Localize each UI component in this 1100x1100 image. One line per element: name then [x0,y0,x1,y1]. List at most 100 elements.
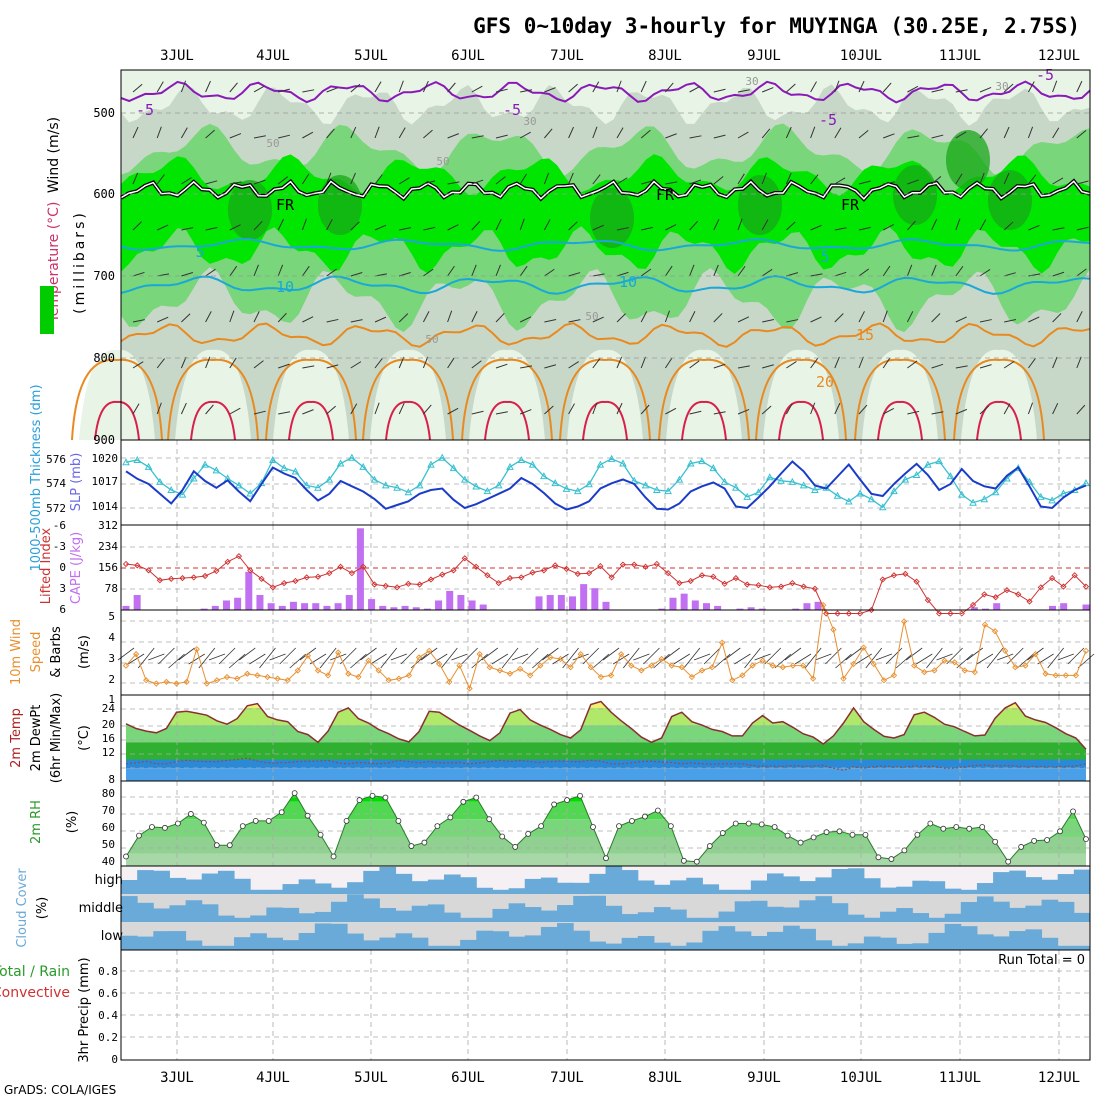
cloud-bar [185,879,203,894]
wind-barb [640,404,650,415]
wind-barb [471,410,484,415]
wind-barb [882,407,895,415]
li-point [676,579,683,587]
cape-bar [200,608,208,610]
wind-speed-point [244,670,251,677]
wind-barb [398,313,409,323]
wind-speed-point [607,672,615,679]
wind-barb [955,266,964,277]
li-point [416,581,423,588]
wind-speed-point [880,677,888,684]
thickness-point [664,487,672,495]
wind-barb [979,405,990,415]
contour-label: -5 [1036,66,1054,84]
cloud-bar [621,937,639,950]
rh-point [564,797,570,803]
wind-speed-point [890,672,898,679]
wind-barb [616,227,629,231]
cape-bar [368,599,376,610]
cape-bar [379,605,387,610]
cape-bar [1060,603,1068,610]
cape-bar [211,605,219,610]
wind-barb [785,126,792,139]
cape-bar [390,607,398,610]
cape-bar [334,603,342,610]
cloud-bar [508,903,526,922]
wind-speed-point [132,650,140,658]
wind-barb [906,264,913,277]
cloud-bar [815,896,833,922]
rh-point [992,838,999,845]
wind-barb [713,363,726,369]
wind-barb [858,311,865,323]
wind-barb [156,402,162,415]
cloud-bar [1009,907,1026,922]
li-point [721,580,728,587]
thickness-point [381,481,390,489]
wind-barb [471,85,483,93]
precip-tick-label: 0 [111,1053,118,1066]
cloud-bar [912,913,929,922]
wind-barb [858,356,864,369]
cape-li-panel [121,525,1090,617]
rh-point [239,823,246,830]
wind-speed-point [213,677,221,684]
wind-barb [568,83,578,93]
cloud-bar [153,870,170,894]
wind-speed-point [749,662,756,669]
contour-25 [484,400,530,441]
wind-barb [410,653,428,669]
wind-barb [205,80,211,93]
rh-point [473,794,480,801]
wind-barb [269,653,286,661]
wind-barb [205,356,211,369]
cloud-bar [993,936,1010,950]
cloud-bar [557,923,574,950]
thickness-point [585,480,593,488]
ylabel-precip-conv: Convective [0,985,70,1001]
wind-barb [633,653,650,661]
li-point [868,606,875,614]
cloud-bar [330,923,348,950]
cloud-bar [944,888,962,894]
wind-barb [882,224,895,231]
wind-barb [762,87,774,93]
li-point [947,610,954,617]
rh-point [654,807,661,814]
cloud-bar [250,915,267,922]
wind-speed-point [850,660,857,668]
wind-speed-point [870,660,877,668]
cloud-bar [783,925,800,950]
precip-tick-label: 0.6 [98,987,118,1000]
contour-label: -5 [819,111,837,129]
cloud-bar [411,905,429,922]
cloud-bar [589,895,606,922]
li-point [371,581,378,588]
wind-barb [786,319,799,323]
wind-barb [253,410,266,415]
footer-credit: GrADS: COLA/IGES [4,1083,116,1097]
cloud-bar [880,937,897,950]
wind-barb [340,647,357,665]
rh-point [369,792,376,799]
thickness-point [867,495,876,503]
rh-point [680,857,687,864]
contour-25 [190,400,236,441]
cloud-bar [201,904,219,922]
wind-barb [299,647,317,661]
rh-band-dry-bottom [175,349,251,440]
wind-barb [495,264,501,277]
wind-barb [156,81,164,93]
li-point [1026,598,1033,605]
contour-20 [461,358,553,441]
thickness-point [935,457,944,465]
rh-point [136,832,142,839]
wind-speed-point [759,657,766,664]
wind-barb [1027,402,1033,415]
wind-barb [520,409,532,415]
cape-bar [356,528,364,610]
ylabel-slp: SLP (mb) [69,453,84,512]
wind-barb [137,647,155,669]
li-point [789,579,796,587]
cloud-bar [734,931,752,950]
